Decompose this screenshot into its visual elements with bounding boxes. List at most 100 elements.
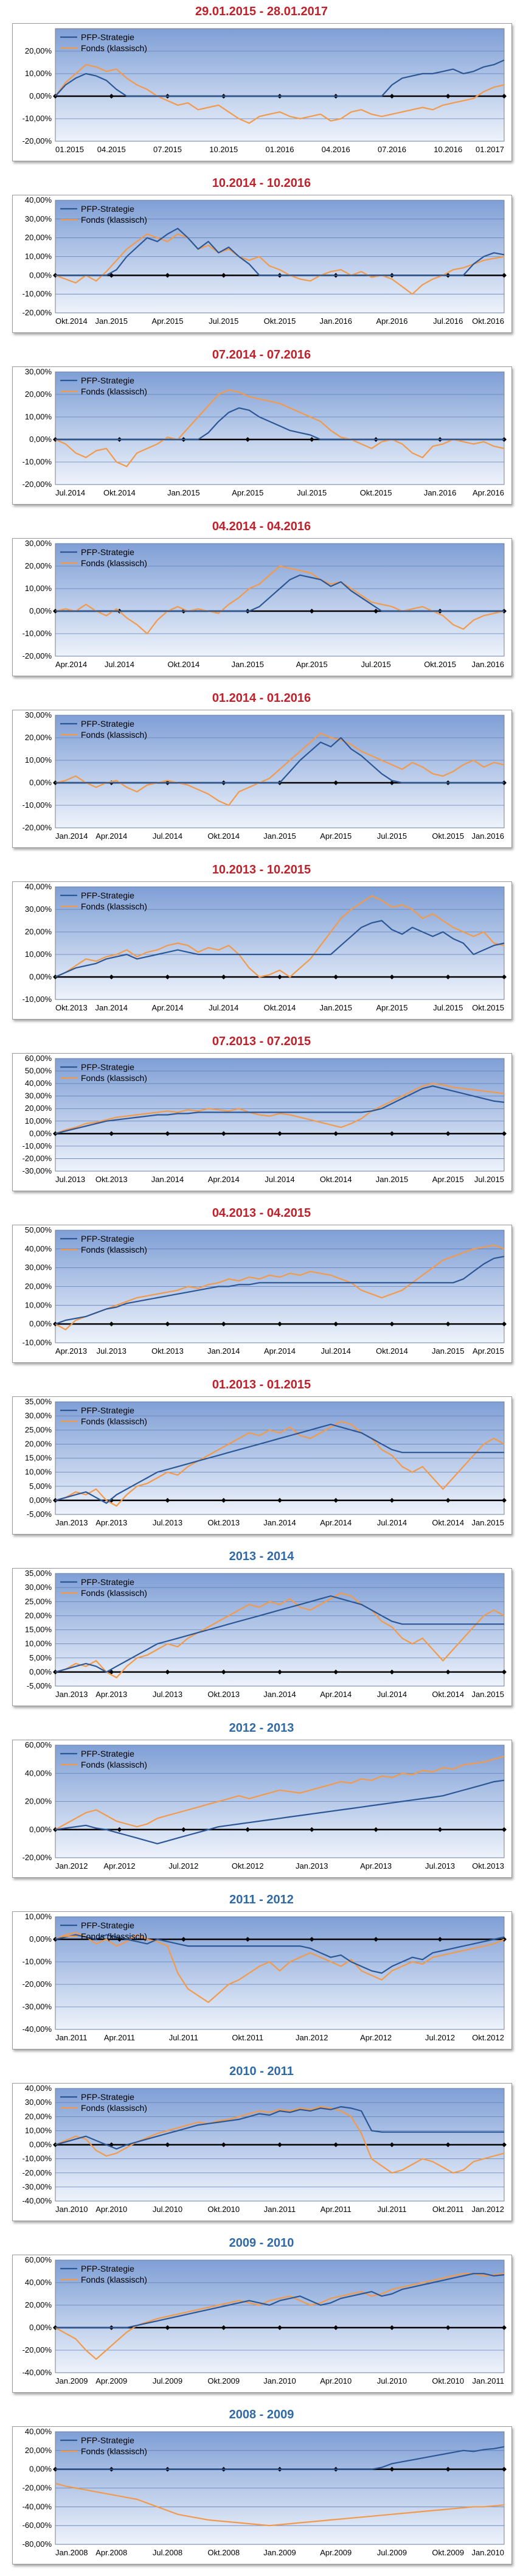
plot-area: [55, 28, 505, 142]
legend-label: Fonds (klassisch): [81, 1073, 147, 1083]
legend-label: PFP-Strategie: [81, 1920, 134, 1930]
x-tick-label: Okt.2014: [320, 1175, 352, 1184]
chart-panel: -30,00% -20,00% -10,00% 0,00% 10,00% 20,00% 30…: [12, 1053, 512, 1191]
y-tick-label: 10,00%: [25, 1912, 52, 1921]
y-tick-label: 0,00%: [29, 606, 52, 615]
y-tick-label: -5,00%: [27, 1510, 52, 1519]
legend-label: Fonds (klassisch): [81, 2275, 147, 2284]
chart-title: 04.2013 - 04.2015: [212, 1206, 311, 1220]
x-tick-label: Apr.2013: [55, 1346, 87, 1356]
series-line-pfp-strategie: [55, 920, 505, 978]
line-chart: -20,00% -10,00% 0,00% 10,00% 20,00% 01.2015 04…: [23, 28, 507, 154]
x-tick-label: Jan.2015: [472, 1518, 505, 1527]
axis-tick-marker: [221, 2142, 226, 2147]
x-tick-label: 10.2016: [434, 145, 462, 154]
axis-tick-marker: [109, 1131, 114, 1136]
chart-panel: -40,00% -30,00% -20,00% -10,00% 0,00% 10,00% 2…: [12, 2083, 512, 2221]
plot-area: [55, 543, 505, 657]
y-tick-label: 20,00%: [25, 233, 52, 242]
x-tick-label: Okt.2010: [207, 2205, 240, 2214]
legend-label: PFP-Strategie: [81, 1405, 134, 1415]
x-tick-label: Jan.2014: [95, 1003, 128, 1012]
legend-label: Fonds (klassisch): [81, 1245, 147, 1255]
y-tick-label: -30,00%: [23, 2002, 52, 2011]
x-tick-label: Jul.2014: [105, 660, 134, 669]
x-tick-label: Okt.2013: [207, 1690, 240, 1699]
x-tick-label: Jan.2016: [424, 488, 457, 497]
y-tick-label: 20,00%: [25, 390, 52, 399]
y-tick-label: 30,00%: [25, 1411, 52, 1420]
x-tick-label: Jul.2012: [425, 2033, 455, 2042]
axis-tick-marker: [165, 1669, 170, 1675]
x-tick-label: 10.2015: [209, 145, 238, 154]
y-tick-label: 40,00%: [25, 1079, 52, 1088]
y-tick-label: 20,00%: [25, 561, 52, 570]
axis-tick-marker: [333, 1321, 339, 1327]
legend-label: PFP-Strategie: [81, 1062, 134, 1072]
chart-panel: -20,00% -10,00% 0,00% 10,00% 20,00% 01.2015 04…: [12, 23, 512, 161]
axis-tick-marker: [277, 1669, 282, 1675]
y-tick-label: 20,00%: [25, 927, 52, 936]
axis-tick-marker: [502, 1131, 507, 1136]
y-tick-label: 0,00%: [29, 1667, 52, 1676]
y-tick-label: -30,00%: [23, 2182, 52, 2191]
y-tick-label: 40,00%: [25, 2427, 52, 2436]
axis-tick-marker: [221, 2325, 226, 2330]
axis-tick-marker: [221, 1321, 226, 1327]
x-tick-label: Okt.2014: [432, 1518, 464, 1527]
legend-label: Fonds (klassisch): [81, 2103, 147, 2113]
x-tick-label: Apr.2014: [151, 1003, 183, 1012]
y-tick-label: 0,00%: [29, 972, 52, 981]
y-tick-label: 20,00%: [25, 1797, 52, 1806]
y-tick-label: -20,00%: [23, 823, 52, 832]
y-tick-label: 30,00%: [25, 905, 52, 914]
line-chart: -10,00% 0,00% 10,00% 20,00% 30,00% 40,00% 50,0…: [23, 1225, 507, 1356]
axis-tick-marker: [389, 2142, 395, 2147]
series-line-pfp-strategie: [55, 1423, 504, 1504]
x-tick-label: Jul.2014: [265, 1175, 294, 1184]
x-tick-label: 04.2015: [97, 145, 126, 154]
axis-tick-marker: [221, 975, 226, 979]
x-tick-label: Jan.2009: [55, 2376, 88, 2385]
x-tick-label: 01.2016: [266, 145, 294, 154]
y-tick-label: 10,00%: [25, 584, 52, 593]
x-tick-label: Okt.2012: [472, 2033, 504, 2042]
line-chart: -80,00% -60,00% -40,00% -20,00% 0,00% 20,00% 4…: [23, 2427, 507, 2557]
legend-label: Fonds (klassisch): [81, 730, 147, 740]
series-line-fonds-klassisch: [55, 565, 505, 635]
axis-tick-marker: [333, 975, 339, 979]
y-tick-label: 0,00%: [29, 1496, 52, 1505]
y-tick-label: 30,00%: [25, 1091, 52, 1101]
legend-label: PFP-Strategie: [81, 2092, 134, 2102]
y-tick-label: 30,00%: [25, 214, 52, 223]
axis-tick-marker: [373, 609, 379, 614]
x-tick-label: Jan.2011: [264, 2205, 296, 2214]
x-tick-label: Jan.2012: [55, 1861, 88, 1871]
axis-tick-marker: [389, 1321, 395, 1327]
plot-area: [55, 2259, 505, 2373]
series-line-pfp-strategie: [55, 2446, 505, 2470]
y-tick-label: -20,00%: [23, 480, 52, 489]
axis-tick-marker: [445, 1321, 451, 1327]
x-tick-label: Jan.2016: [472, 831, 505, 841]
x-tick-label: Apr.2015: [320, 831, 352, 841]
x-tick-label: Apr.2011: [104, 2033, 135, 2042]
y-tick-label: -10,00%: [23, 114, 52, 123]
x-tick-label: Apr.2012: [360, 2033, 392, 2042]
x-tick-label: Jul.2013: [153, 1518, 182, 1527]
axis-tick-marker: [53, 1131, 58, 1136]
series-line-pfp-strategie: [55, 1595, 504, 1673]
series-line-pfp-strategie: [55, 574, 504, 612]
x-tick-label: Jan.2013: [55, 1518, 88, 1527]
legend-label: PFP-Strategie: [81, 719, 134, 729]
chart-title: 04.2014 - 04.2016: [212, 520, 311, 533]
y-tick-label: 35,00%: [25, 1569, 52, 1578]
x-tick-label: Jan.2011: [55, 2033, 88, 2042]
x-tick-label: Apr.2013: [95, 1518, 127, 1527]
x-tick-label: Apr.2014: [320, 1518, 352, 1527]
x-tick-label: Okt.2016: [472, 317, 504, 326]
x-tick-label: Okt.2014: [376, 1346, 408, 1356]
line-chart: -30,00% -20,00% -10,00% 0,00% 10,00% 20,00% 30…: [23, 1054, 507, 1184]
x-tick-label: Apr.2015: [296, 660, 328, 669]
